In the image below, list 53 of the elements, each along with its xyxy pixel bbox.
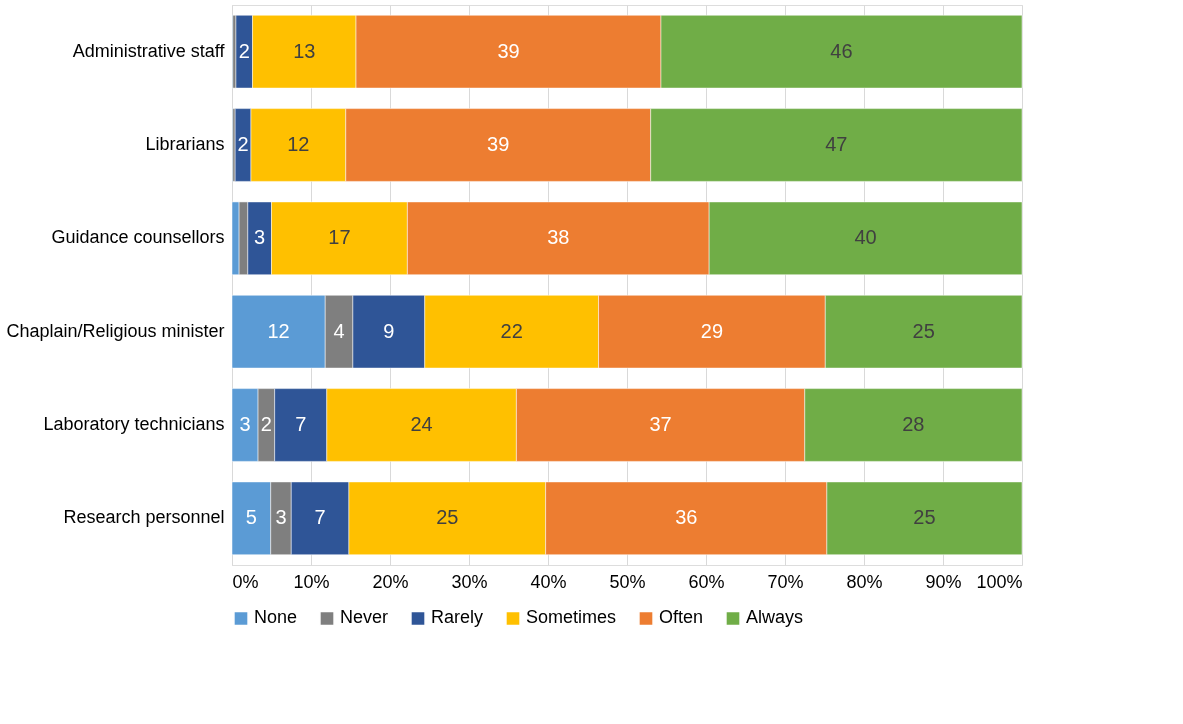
data-label: 40 — [854, 226, 877, 249]
data-label: 39 — [487, 133, 510, 155]
legend-label: Never — [340, 607, 389, 628]
data-label: 7 — [314, 506, 326, 529]
data-label: 12 — [287, 133, 310, 155]
x-tick-label: 100% — [976, 571, 1023, 592]
legend-label: Sometimes — [526, 607, 617, 628]
x-tick-label: 20% — [372, 571, 409, 592]
data-label: 28 — [902, 413, 925, 435]
data-label: 2 — [237, 133, 249, 155]
data-label: 47 — [825, 133, 848, 155]
y-tick-label: Administrative staff — [72, 40, 226, 61]
data-label: 5 — [245, 506, 257, 529]
data-label: 29 — [700, 319, 724, 342]
data-label: 37 — [649, 413, 672, 435]
data-label: 13 — [293, 39, 316, 62]
data-label: 36 — [675, 506, 698, 529]
x-tick-label: 40% — [530, 571, 567, 592]
data-label: 2 — [260, 413, 272, 435]
legend-label: Always — [746, 607, 804, 628]
y-tick-label: Research personnel — [63, 507, 225, 528]
data-label: 25 — [436, 506, 459, 529]
data-label: 17 — [328, 226, 351, 249]
data-label: 3 — [275, 506, 287, 529]
data-label: 3 — [239, 413, 251, 435]
x-tick-label: 0% — [232, 571, 259, 592]
x-tick-label: 70% — [767, 571, 804, 592]
data-label: 25 — [913, 506, 936, 529]
data-label: 9 — [383, 319, 395, 342]
data-label: 46 — [830, 39, 853, 62]
x-tick-label: 50% — [609, 571, 646, 592]
data-label: 3 — [254, 226, 266, 249]
data-label: 4 — [333, 319, 345, 342]
x-tick-label: 10% — [293, 571, 330, 592]
x-tick-label: 60% — [688, 571, 725, 592]
legend-label: Often — [659, 607, 704, 628]
y-tick-label: Laboratory technicians — [43, 414, 225, 434]
y-tick-label: Chaplain/Religious minister — [6, 320, 225, 341]
data-label: 2 — [238, 39, 250, 62]
data-label: 24 — [410, 413, 433, 435]
x-tick-label: 30% — [451, 571, 488, 592]
legend-label: None — [254, 607, 298, 628]
y-tick-label: Librarians — [145, 134, 225, 154]
x-tick-label: 90% — [925, 571, 962, 592]
data-label: 12 — [267, 319, 290, 342]
data-label: 39 — [497, 39, 520, 62]
x-tick-label: 80% — [846, 571, 883, 592]
data-label: 22 — [500, 319, 523, 342]
y-tick-label: Guidance counsellors — [51, 227, 225, 248]
data-label: 7 — [295, 413, 307, 435]
data-label: 38 — [547, 226, 570, 249]
legend-label: Rarely — [431, 607, 484, 628]
data-label: 25 — [912, 319, 935, 342]
